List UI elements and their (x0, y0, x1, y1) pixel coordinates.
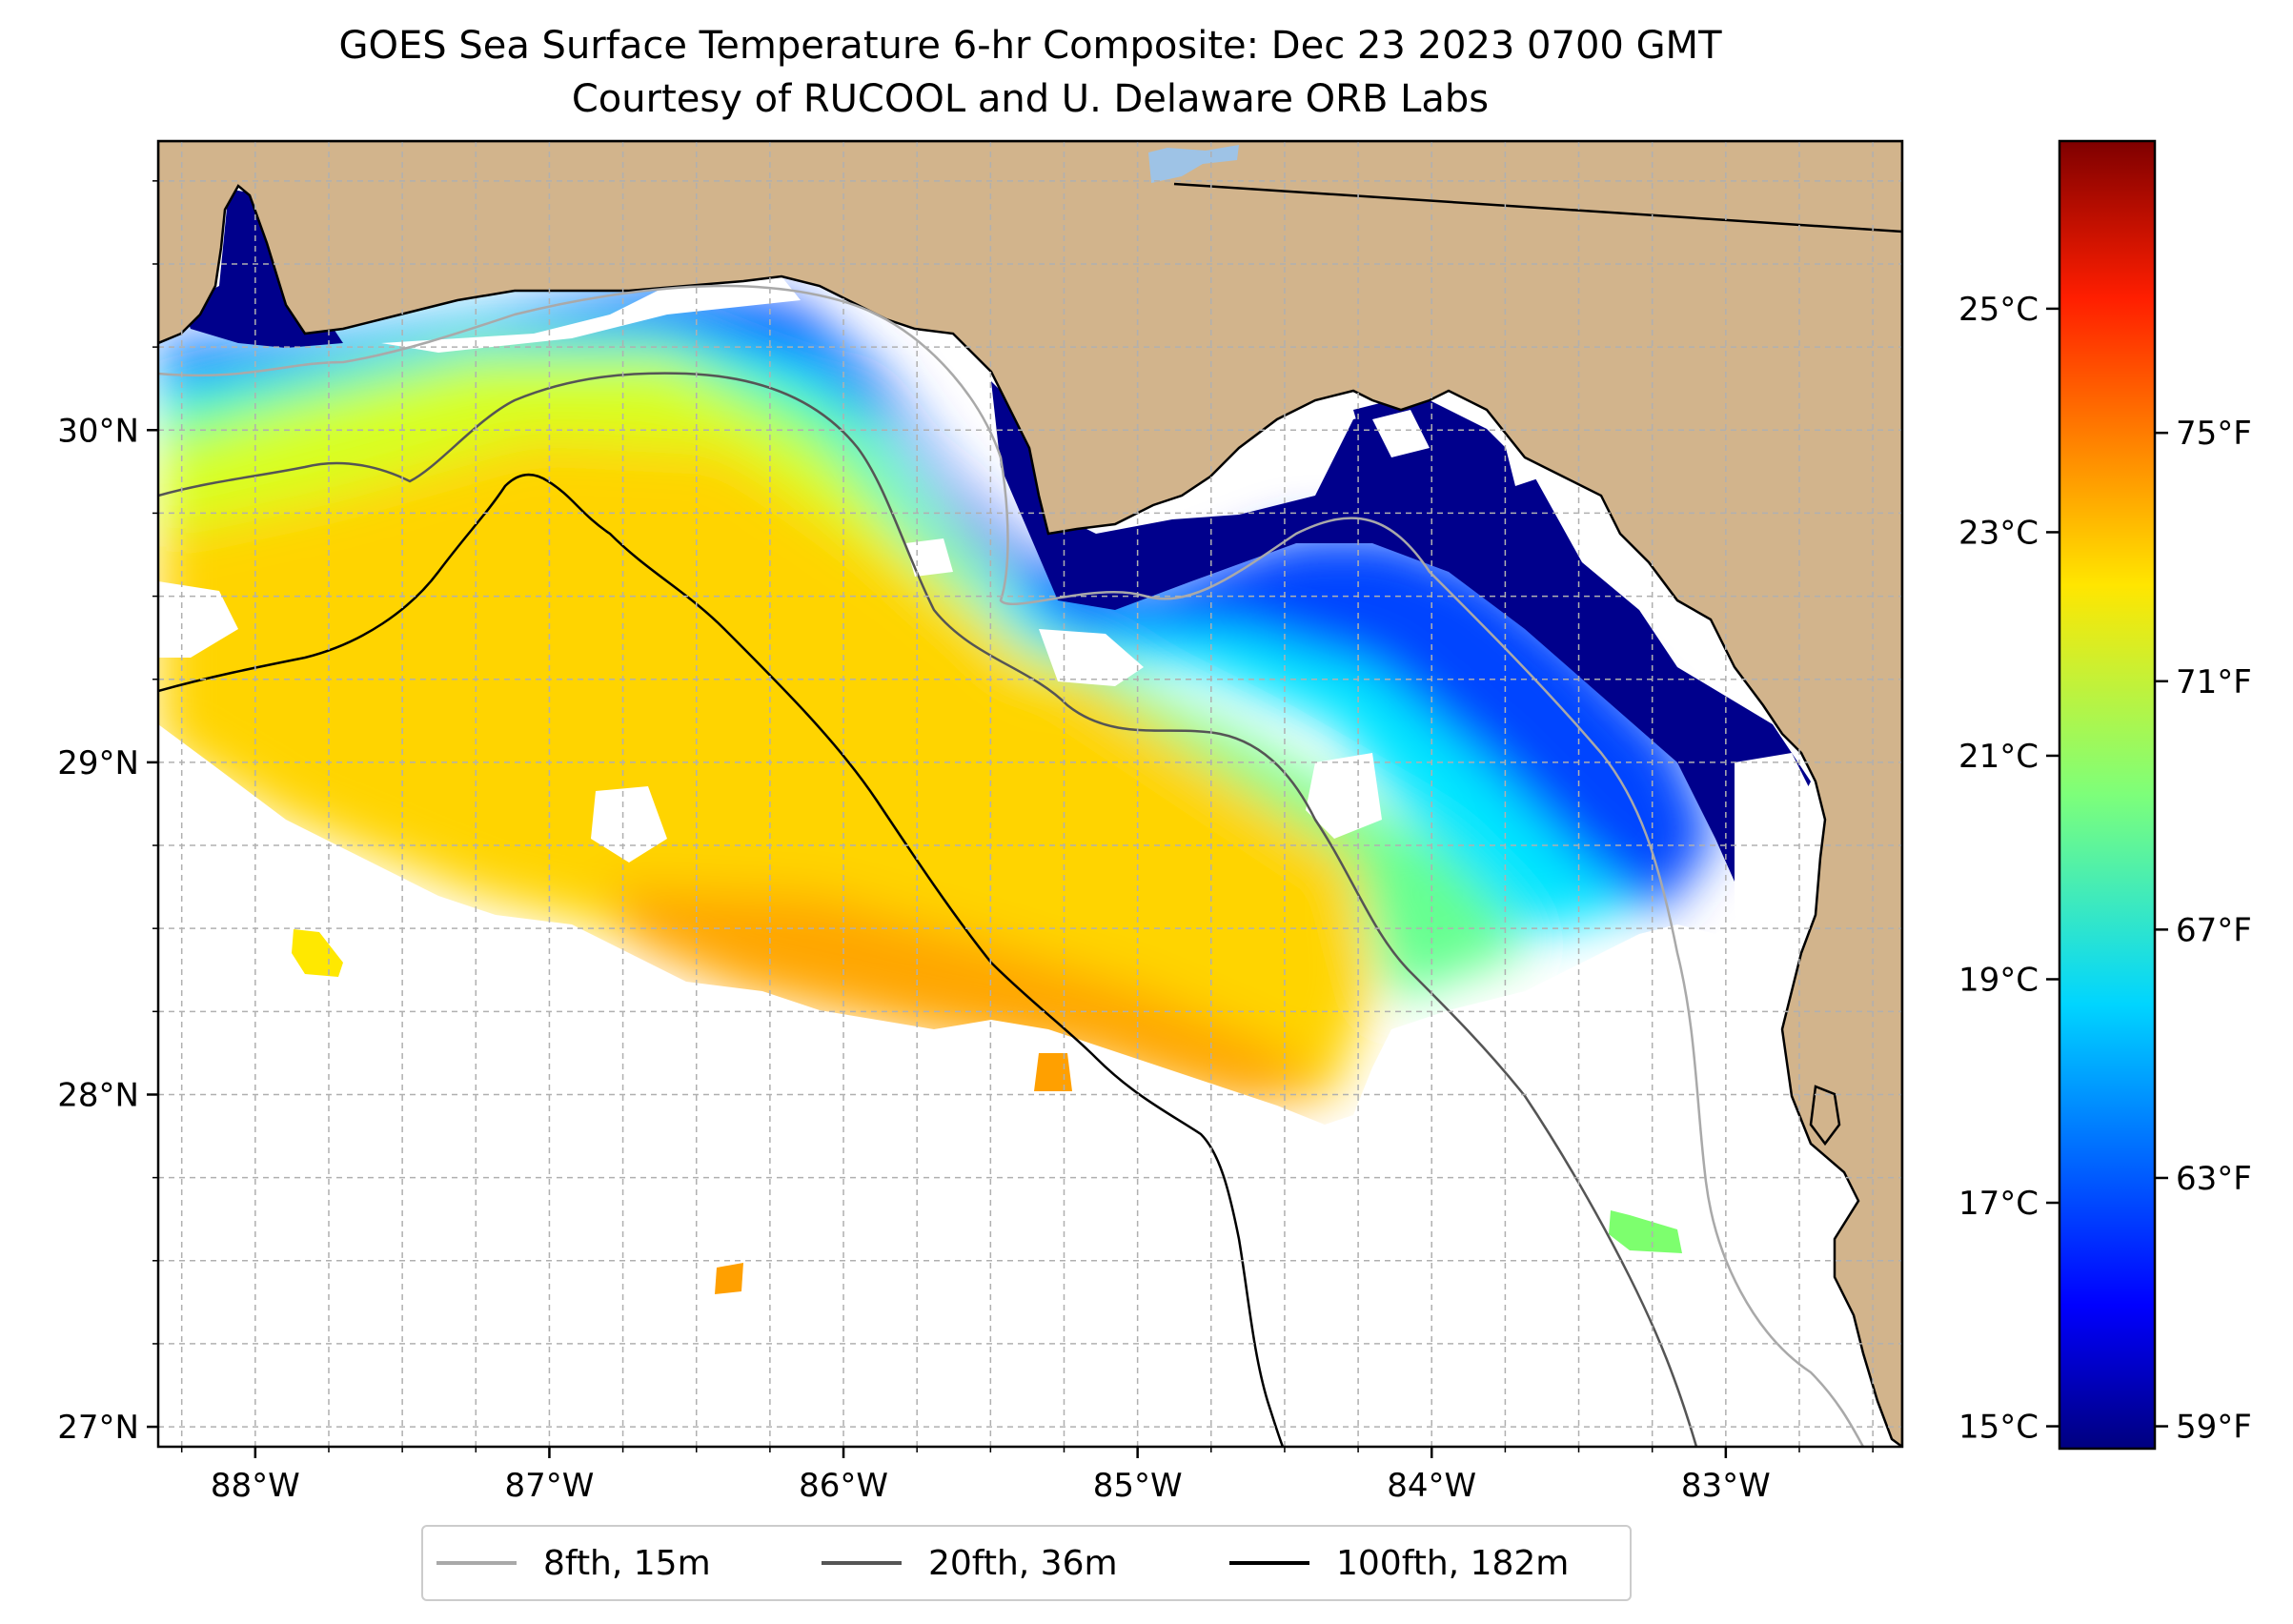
lon-tick-label: 86°W (799, 1467, 888, 1505)
fahrenheit-tick-label: 75°F (2176, 415, 2252, 453)
contour-36m (158, 372, 1698, 1447)
fahrenheit-tick-label: 71°F (2176, 663, 2252, 701)
colorbar-ticks: 15°C 17°C 19°C 21°C 23°C 25°C 59°F 63°F 67°F 71°F… (1958, 291, 2252, 1447)
inland-lake (1148, 145, 1239, 183)
no-data-patch-4 (905, 538, 953, 577)
celsius-tick-label: 25°C (1958, 291, 2039, 329)
map-title: GOES Sea Surface Temperature 6-hr Compos… (338, 24, 1722, 68)
fahrenheit-tick-label: 59°F (2176, 1409, 2252, 1447)
legend-line-36m (822, 1561, 902, 1565)
celsius-tick-label: 23°C (1958, 514, 2039, 552)
map-subtitle: Courtesy of RUCOOL and U. Delaware ORB L… (571, 77, 1490, 121)
legend-item-182m: 100fth, 182m (1229, 1527, 1569, 1599)
lon-tick-label: 85°W (1093, 1467, 1183, 1505)
sst-yellow-green (158, 334, 1096, 686)
sst-patch-green (1609, 1210, 1682, 1253)
no-data-patch-3 (1039, 629, 1144, 686)
celsius-tick-label: 17°C (1958, 1185, 2039, 1223)
no-data-patch-6 (1372, 410, 1430, 457)
celsius-tick-label: 21°C (1958, 738, 2039, 776)
latitude-ticks: 27°N 28°N 29°N 30°N (57, 180, 158, 1447)
longitude-ticks: 88°W 87°W 86°W 85°W 84°W 83°W (180, 1447, 1874, 1505)
no-data-mask (158, 276, 1902, 1447)
sst-field (158, 286, 1715, 1106)
lon-tick-label: 83°W (1681, 1467, 1771, 1505)
sst-blue-band (158, 286, 1715, 915)
state-border (1173, 182, 1902, 233)
colorbar (2058, 139, 2157, 1451)
celsius-tick-label: 15°C (1958, 1409, 2039, 1447)
fahrenheit-tick-label: 63°F (2176, 1160, 2252, 1198)
legend-line-15m (436, 1561, 517, 1565)
legend-label-182m: 100fth, 182m (1336, 1543, 1570, 1583)
lat-tick-label: 27°N (57, 1409, 139, 1447)
lat-tick-label: 28°N (57, 1076, 139, 1114)
legend-item-15m: 8fth, 15m (436, 1527, 711, 1599)
legend-label-36m: 20fth, 36m (928, 1543, 1118, 1583)
no-data-patch-1 (591, 786, 667, 863)
contour-15m (158, 284, 1865, 1447)
celsius-tick-label: 19°C (1958, 961, 2039, 999)
lon-tick-label: 87°W (504, 1467, 594, 1505)
plot-area (158, 141, 1902, 1447)
lat-tick-label: 29°N (57, 744, 139, 782)
legend-line-182m (1229, 1561, 1309, 1565)
lon-tick-label: 84°W (1387, 1467, 1476, 1505)
sst-patch-orange-1 (1034, 1053, 1072, 1091)
no-data-south (158, 724, 1902, 1447)
fahrenheit-tick-label: 67°F (2176, 911, 2252, 949)
land (158, 141, 1902, 1447)
sst-patch-yellow (292, 929, 343, 977)
plot-frame (156, 139, 1904, 1449)
lat-tick-label: 30°N (57, 412, 139, 450)
no-data-nearshore-2 (1735, 753, 1811, 953)
sst-patch-orange-2 (715, 1263, 743, 1294)
legend-item-36m: 20fth, 36m (822, 1527, 1118, 1599)
sst-green-band (158, 315, 1525, 1001)
sst-orange-zone (610, 886, 1334, 1106)
contour-legend: 8fth, 15m 20fth, 36m 100fth, 182m (421, 1525, 1632, 1601)
sst-warm-core (158, 438, 1372, 1096)
land-northern-gulf-coast (158, 141, 1902, 1447)
lon-tick-label: 88°W (211, 1467, 300, 1505)
no-data-patch-5 (1506, 438, 1544, 486)
gridlines (158, 141, 1902, 1447)
no-data-patch-2 (1306, 753, 1382, 839)
legend-label-15m: 8fth, 15m (543, 1543, 711, 1583)
no-data-nearshore-1 (381, 276, 801, 353)
contour-182m (158, 473, 1285, 1447)
no-data-west (158, 581, 238, 658)
land-florida-peninsula-island (1809, 1085, 1841, 1147)
